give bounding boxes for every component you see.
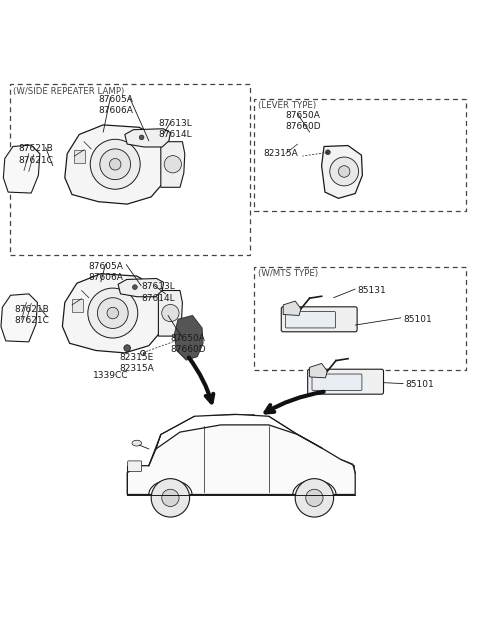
Circle shape <box>325 150 330 155</box>
Ellipse shape <box>132 440 142 446</box>
FancyBboxPatch shape <box>308 369 384 394</box>
Polygon shape <box>174 316 203 360</box>
Circle shape <box>97 298 128 328</box>
Text: 87621B
87621C: 87621B 87621C <box>14 305 49 325</box>
Polygon shape <box>1 294 37 342</box>
Text: (W/SIDE REPEATER LAMP): (W/SIDE REPEATER LAMP) <box>13 87 125 96</box>
Text: 87605A
87606A: 87605A 87606A <box>89 262 124 282</box>
Text: (W/MTS TYPE): (W/MTS TYPE) <box>258 269 318 279</box>
Text: 87605A
87606A: 87605A 87606A <box>98 94 133 115</box>
Circle shape <box>100 149 131 180</box>
Bar <box>254 267 466 370</box>
FancyBboxPatch shape <box>281 307 357 331</box>
Polygon shape <box>65 125 168 204</box>
Text: (LEVER TYPE): (LEVER TYPE) <box>258 101 316 110</box>
Circle shape <box>107 308 119 319</box>
Text: 85131: 85131 <box>358 286 386 295</box>
Text: 82315A: 82315A <box>263 149 298 158</box>
Polygon shape <box>283 301 301 316</box>
Circle shape <box>164 155 181 173</box>
Circle shape <box>306 489 323 506</box>
Circle shape <box>338 165 350 177</box>
FancyBboxPatch shape <box>312 374 362 391</box>
Circle shape <box>124 345 131 352</box>
Polygon shape <box>118 279 164 297</box>
Circle shape <box>295 479 334 517</box>
Circle shape <box>162 489 179 506</box>
Polygon shape <box>310 364 327 378</box>
Circle shape <box>90 139 140 189</box>
Text: 85101: 85101 <box>406 381 434 389</box>
Circle shape <box>88 288 138 338</box>
Text: 1339CC: 1339CC <box>93 371 128 380</box>
Bar <box>10 84 250 255</box>
Polygon shape <box>322 145 362 198</box>
Polygon shape <box>158 291 182 336</box>
Circle shape <box>330 157 359 186</box>
Polygon shape <box>125 129 170 147</box>
Text: 87650A
87660D: 87650A 87660D <box>170 334 206 354</box>
Circle shape <box>151 479 190 517</box>
Circle shape <box>162 304 179 321</box>
Bar <box>254 99 466 211</box>
Polygon shape <box>127 425 355 494</box>
Polygon shape <box>3 145 40 193</box>
Circle shape <box>109 159 121 170</box>
FancyBboxPatch shape <box>128 461 142 472</box>
Circle shape <box>139 135 144 140</box>
Polygon shape <box>62 274 166 353</box>
Text: 87613L
87614L: 87613L 87614L <box>142 282 175 303</box>
Text: 87613L
87614L: 87613L 87614L <box>158 119 192 139</box>
FancyBboxPatch shape <box>286 311 336 328</box>
Text: 85101: 85101 <box>403 314 432 323</box>
Text: 82315E
82315A: 82315E 82315A <box>119 353 154 374</box>
Bar <box>74 150 85 164</box>
Bar <box>72 299 83 312</box>
Polygon shape <box>161 142 185 187</box>
Circle shape <box>132 285 137 289</box>
Text: 87650A
87660D: 87650A 87660D <box>286 111 321 131</box>
Text: 87621B
87621C: 87621B 87621C <box>18 144 53 165</box>
